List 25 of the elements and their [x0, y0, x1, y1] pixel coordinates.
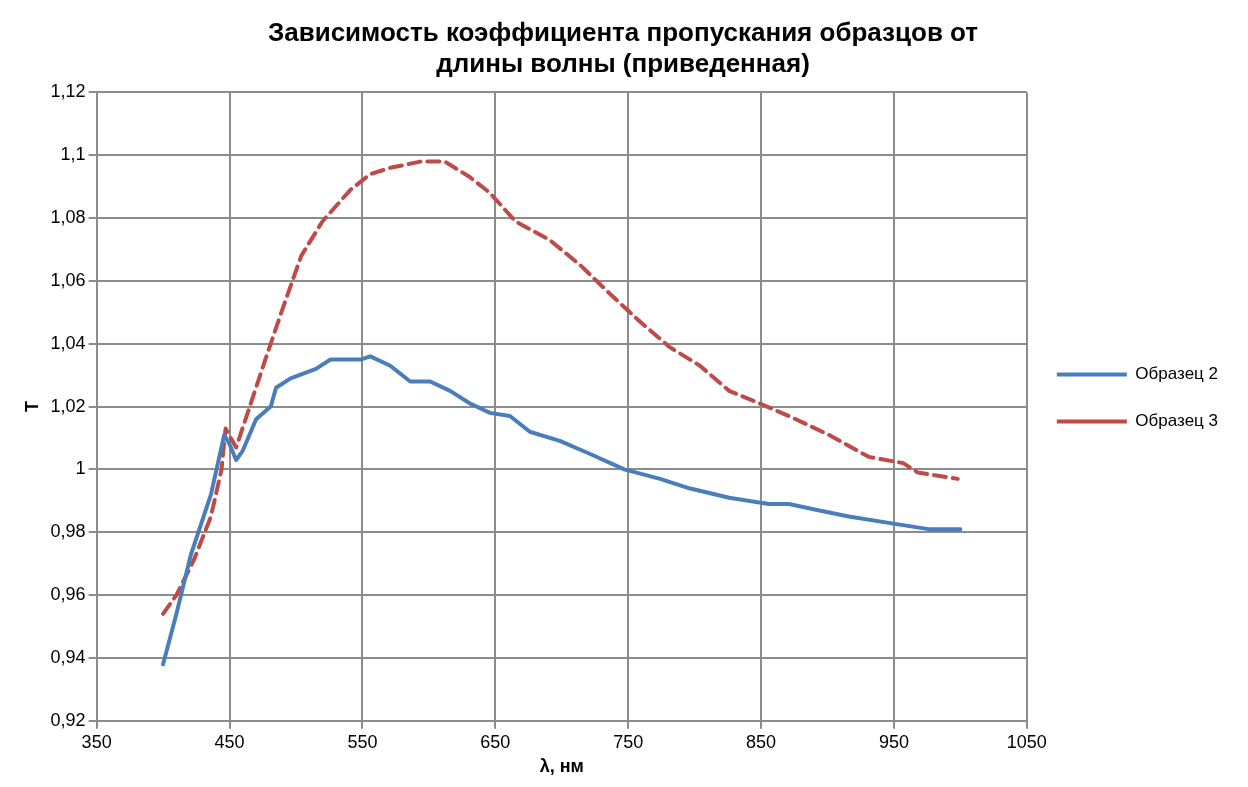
y-tick-label: 0,96 — [50, 584, 86, 605]
y-tick-label: 1,08 — [50, 207, 86, 228]
line-series — [161, 159, 960, 616]
x-tick-label: 750 — [613, 731, 644, 752]
y-tick-label: 1,12 — [50, 81, 86, 102]
y-axis-title: T — [21, 401, 42, 413]
chart-title: Зависимость коэффициента пропускания образцов от длины волны (приведенная) — [267, 16, 979, 78]
y-tick-label: 1,02 — [50, 395, 86, 416]
y-tick-label: 1,1 — [60, 144, 86, 165]
y-tick-label: 1 — [75, 458, 86, 479]
x-tick-label: 350 — [81, 731, 112, 752]
y-tick-label: 0,98 — [50, 521, 86, 542]
y-tick-label: 1,04 — [50, 332, 86, 353]
x-tick-label: 450 — [214, 731, 245, 752]
y-tick-label: 0,94 — [50, 646, 86, 667]
x-tick-label: 550 — [347, 731, 378, 752]
x-tick-label: 950 — [878, 731, 909, 752]
y-tick-label: 1,06 — [50, 269, 86, 290]
x-tick-label: 1050 — [1006, 731, 1047, 752]
y-tick-label: 0,92 — [50, 709, 86, 730]
legend-label: Образец 2 — [1135, 364, 1219, 384]
x-tick-label: 650 — [480, 731, 511, 752]
x-tick-label: 850 — [746, 731, 777, 752]
x-axis-title: λ, нм — [539, 756, 584, 777]
legend-label: Образец 3 — [1135, 411, 1219, 431]
